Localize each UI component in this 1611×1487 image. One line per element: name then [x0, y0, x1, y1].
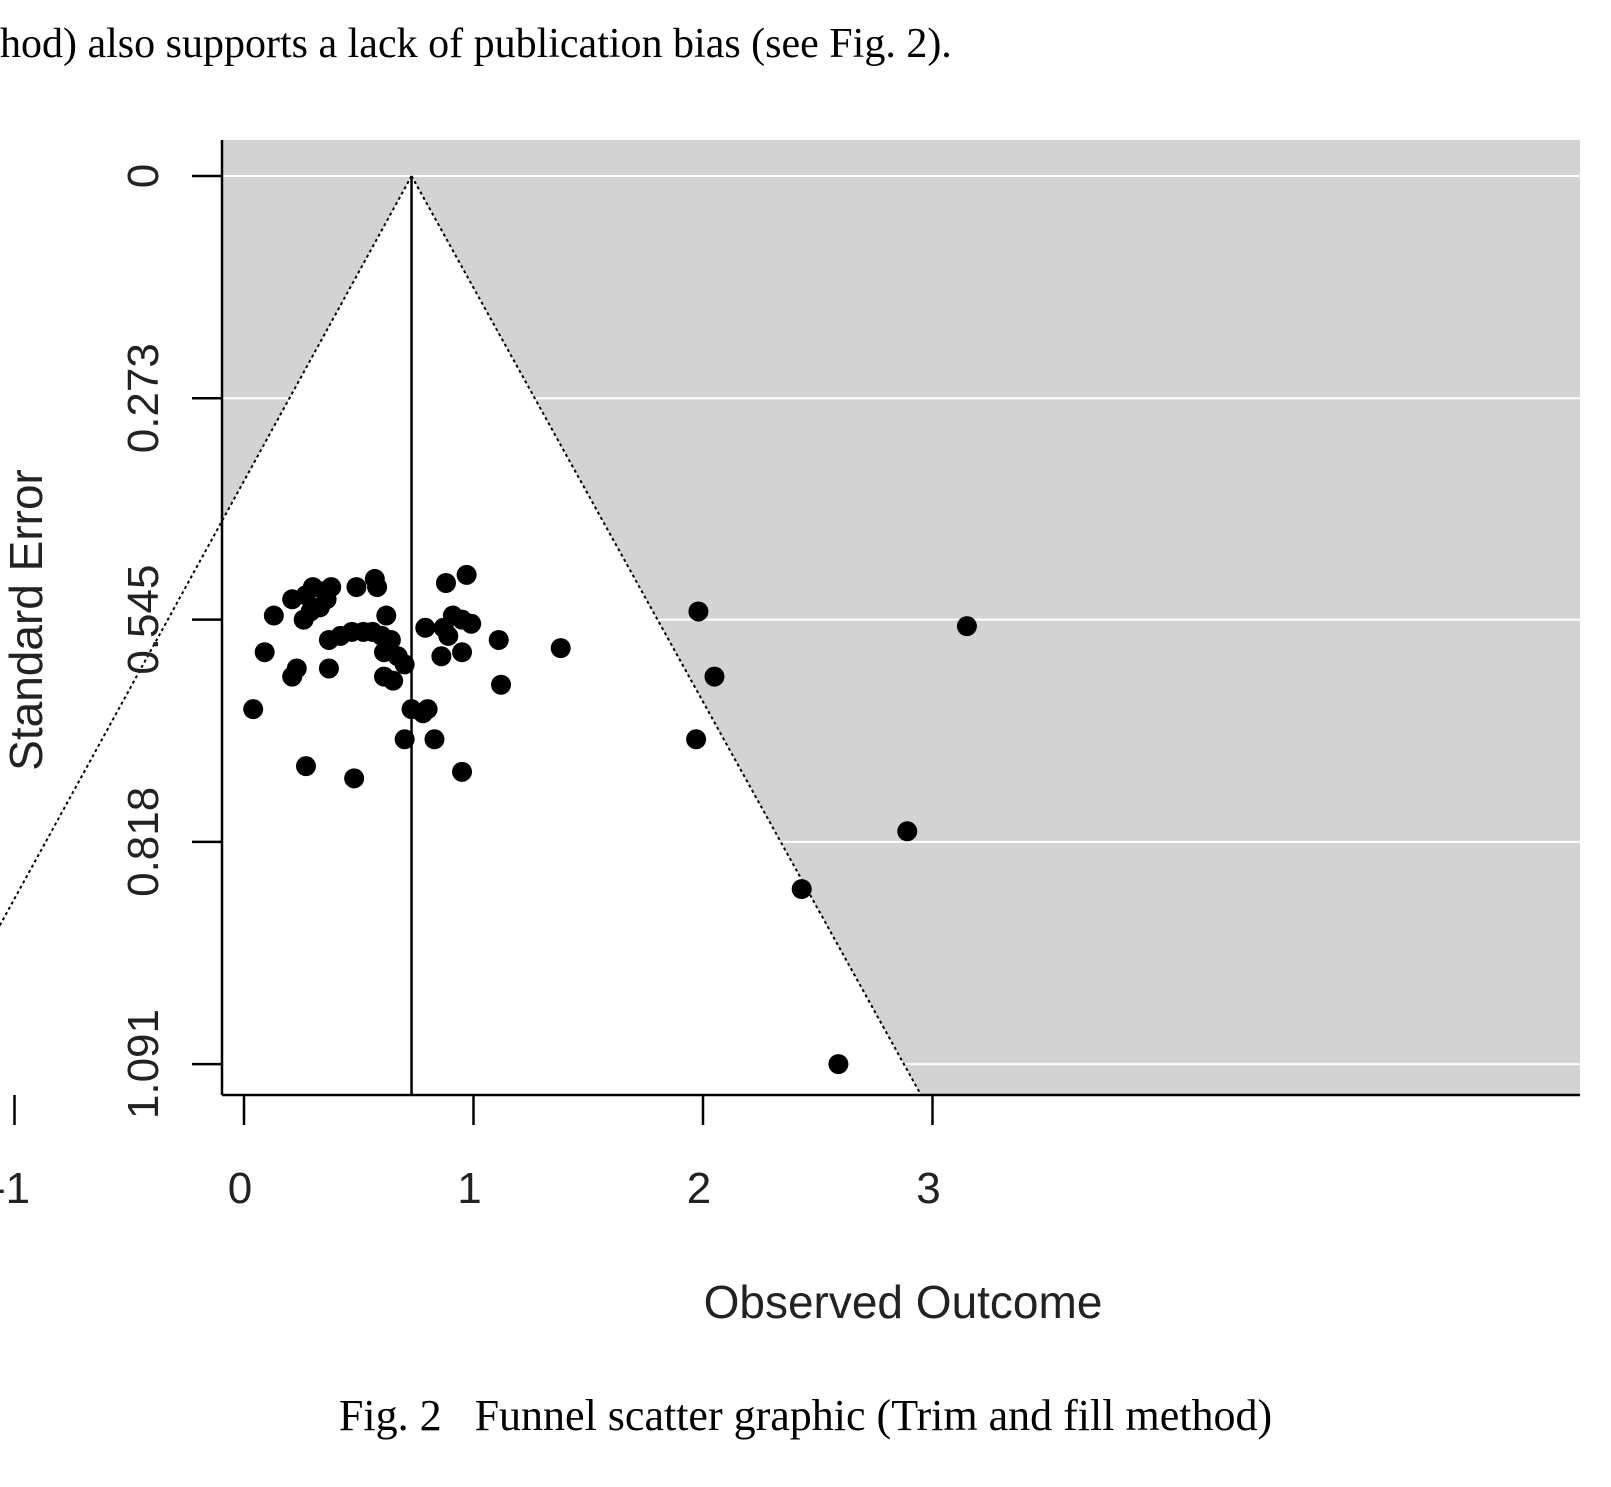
data-point-34: [452, 642, 473, 663]
data-point-21: [438, 625, 459, 646]
data-point-53: [704, 666, 725, 687]
data-point-33: [431, 646, 452, 667]
y-tick-label-4: 1.091: [119, 1009, 168, 1119]
data-point-15: [456, 564, 477, 585]
data-point-12: [367, 577, 388, 598]
x-tick-label-3: 1: [457, 1164, 481, 1213]
data-point-35: [488, 629, 509, 650]
y-tick-label-2: 0.545: [119, 565, 168, 675]
data-point-5: [263, 605, 284, 626]
data-point-20: [415, 617, 436, 638]
data-point-49: [295, 756, 316, 777]
data-point-42: [491, 674, 512, 695]
y-tick-label-1: 0.273: [119, 343, 168, 453]
x-axis-label: Observed Outcome: [704, 1276, 1103, 1328]
funnel-region: [0, 176, 922, 1095]
document-intro-text: hod) also supports a lack of publication…: [0, 21, 952, 67]
data-point-55: [956, 616, 977, 637]
funnel-right-boundary: [410, 175, 922, 1096]
data-point-10: [346, 577, 367, 598]
data-point-43: [243, 699, 264, 720]
data-point-13: [376, 605, 397, 626]
x-tick-label-1: -1: [0, 1164, 30, 1213]
data-point-48: [424, 729, 445, 750]
y-tick-label-3: 0.818: [119, 787, 168, 897]
data-point-47: [394, 729, 415, 750]
data-points: [243, 564, 977, 1075]
y-axis-label: Standard Error: [0, 469, 52, 771]
data-point-56: [897, 821, 918, 842]
data-point-52: [688, 601, 709, 622]
y-tick-label-0: 0: [119, 164, 168, 188]
data-point-38: [282, 666, 303, 687]
data-point-14: [435, 573, 456, 593]
funnel-left-boundary: [0, 175, 413, 928]
data-point-18: [461, 613, 482, 634]
data-point-29: [254, 642, 275, 663]
figure-caption: Fig. 2 Funnel scatter graphic (Trim and …: [338, 1391, 1273, 1440]
data-point-57: [791, 879, 812, 900]
data-point-36: [550, 638, 571, 659]
x-tick-label-4: 2: [687, 1164, 711, 1213]
x-tick-label-5: 3: [916, 1164, 940, 1213]
data-point-9: [316, 589, 337, 610]
data-point-50: [344, 768, 365, 789]
data-point-41: [383, 670, 404, 691]
data-point-32: [394, 654, 415, 675]
data-point-46: [417, 699, 438, 720]
data-point-51: [452, 761, 473, 782]
x-tick-label-2: 0: [228, 1164, 252, 1213]
data-point-39: [318, 658, 339, 679]
data-point-58: [828, 1054, 849, 1075]
data-point-54: [686, 729, 707, 750]
y-axis-ticks: 0 0.273 0.545 0.818 1.091: [119, 164, 222, 1119]
